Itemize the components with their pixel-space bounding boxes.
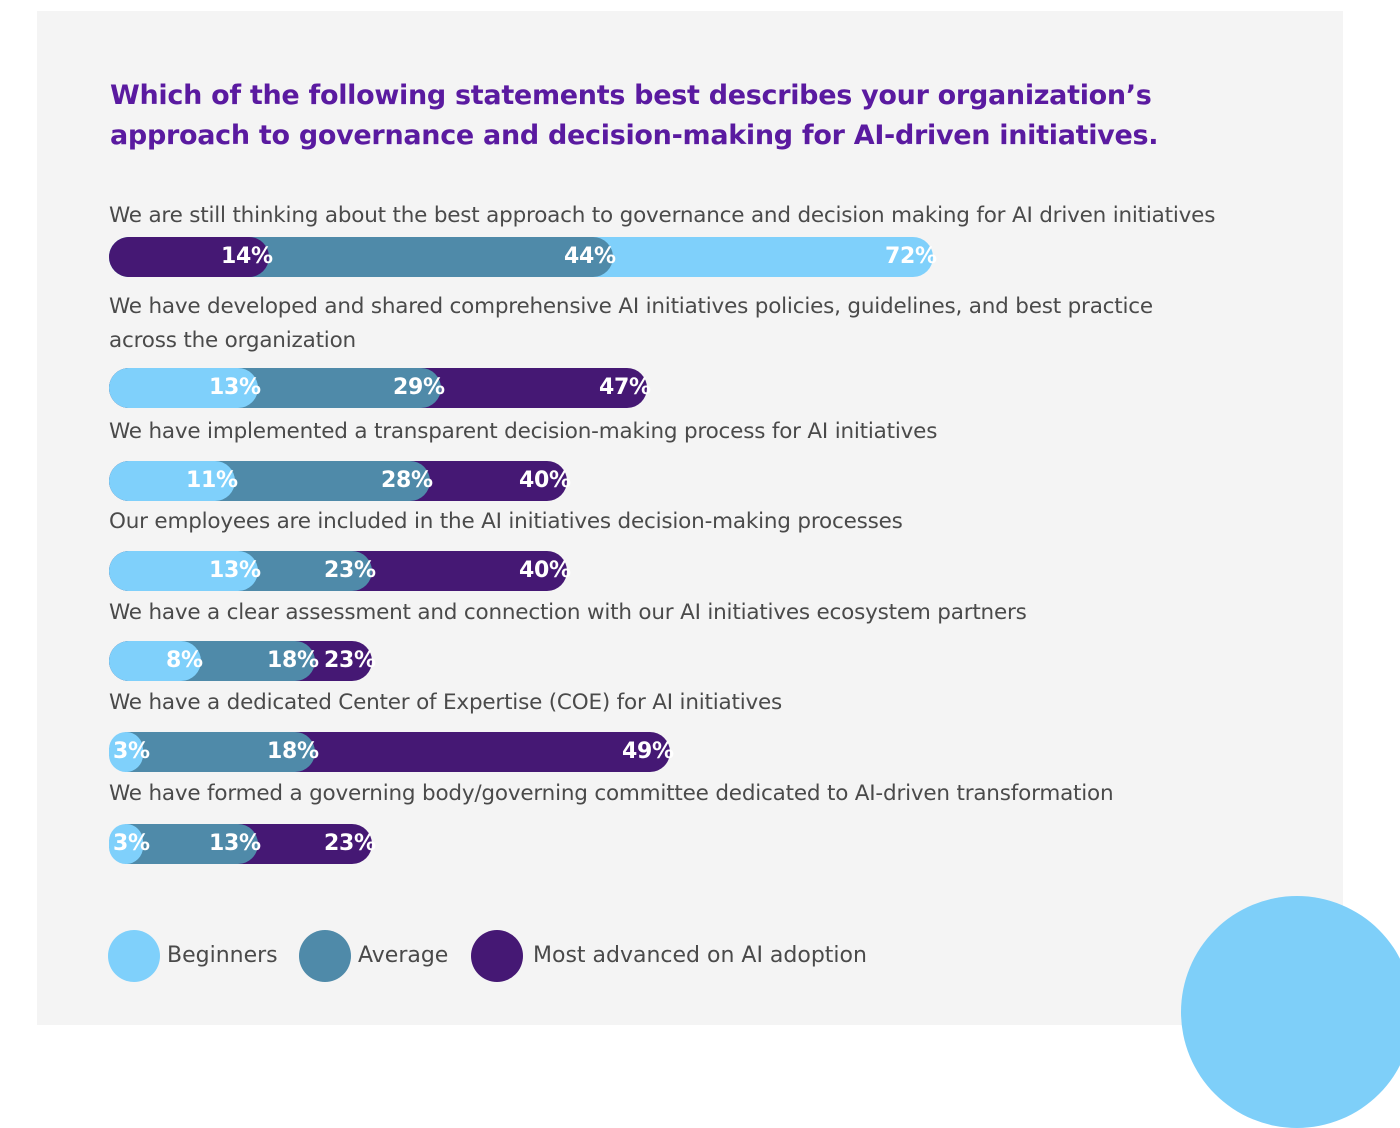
legend-swatch-beginners	[108, 930, 160, 982]
value-label-average: 18%	[267, 648, 319, 673]
value-label-beginners: 13%	[209, 375, 261, 400]
legend-label-average: Average	[358, 943, 449, 968]
value-label-average: 23%	[324, 558, 376, 583]
value-label-average: 13%	[209, 831, 261, 856]
statement-label: We have a dedicated Center of Expertise …	[109, 690, 783, 715]
value-label-advanced: 47%	[599, 375, 651, 400]
value-label-advanced: 14%	[221, 244, 273, 269]
legend-label-beginners: Beginners	[167, 943, 278, 968]
statement-label: We have implemented a transparent decisi…	[109, 419, 938, 444]
value-label-beginners: 11%	[186, 468, 238, 493]
value-label-average: 18%	[267, 739, 319, 764]
statement-label: We have formed a governing body/governin…	[109, 781, 1114, 806]
bar-beginners	[109, 461, 235, 501]
value-label-average: 28%	[381, 468, 433, 493]
value-label-advanced: 23%	[324, 648, 376, 673]
legend-label-advanced: Most advanced on AI adoption	[533, 943, 867, 968]
value-label-beginners: 72%	[885, 244, 937, 269]
statement-label: We have developed and shared comprehensi…	[109, 294, 1153, 353]
value-label-average: 44%	[564, 244, 616, 269]
bar-average	[109, 732, 315, 772]
bar-beginners	[109, 732, 143, 772]
bar-beginners	[109, 641, 201, 681]
value-label-beginners: 13%	[209, 558, 261, 583]
value-label-advanced: 23%	[324, 831, 376, 856]
legend-swatch-average	[299, 930, 351, 982]
statement-label: Our employees are included in the AI ini…	[109, 509, 903, 534]
value-label-beginners: 8%	[166, 648, 203, 673]
statement-label: We have a clear assessment and connectio…	[109, 600, 1027, 625]
bar-beginners	[109, 824, 143, 864]
value-label-average: 29%	[393, 375, 445, 400]
chart-title: Which of the following statements best d…	[110, 80, 1159, 151]
bar-advanced	[109, 237, 269, 277]
bar-beginners	[109, 551, 258, 591]
statement-label: We are still thinking about the best app…	[109, 203, 1216, 228]
value-label-advanced: 40%	[519, 468, 571, 493]
legend-swatch-advanced	[471, 930, 523, 982]
decorative-circle	[1181, 896, 1400, 1128]
value-label-advanced: 40%	[519, 558, 571, 583]
value-label-advanced: 49%	[622, 739, 674, 764]
value-label-beginners: 3%	[113, 739, 150, 764]
value-label-beginners: 3%	[113, 831, 150, 856]
bar-beginners	[109, 368, 258, 408]
